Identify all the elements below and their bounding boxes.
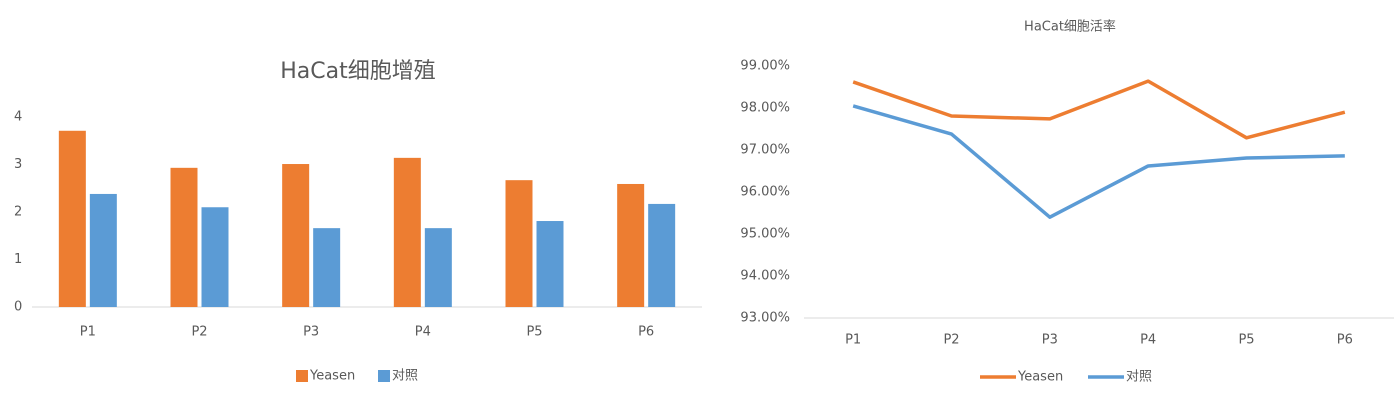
bar	[89, 193, 117, 307]
y-tick-label: 3	[14, 157, 22, 172]
y-tick-label: 99.00%	[740, 59, 790, 74]
y-tick-label: 1	[14, 252, 22, 267]
x-tick-label: P3	[303, 325, 319, 340]
bar	[393, 157, 421, 307]
legend-swatch	[378, 370, 390, 382]
y-tick-label: 95.00%	[740, 227, 790, 242]
x-tick-label: P3	[1042, 333, 1058, 348]
bar	[505, 180, 533, 307]
bar	[648, 203, 676, 307]
legend-label: 对照	[392, 369, 418, 384]
x-tick-label: P5	[1238, 333, 1254, 348]
x-tick-label: P1	[80, 325, 96, 340]
bar	[282, 164, 310, 307]
line	[852, 104, 1345, 219]
x-tick-label: P2	[191, 325, 207, 340]
x-tick-label: P4	[415, 325, 431, 340]
y-tick-label: 93.00%	[740, 311, 790, 326]
bar	[617, 183, 645, 307]
bar	[58, 130, 86, 307]
x-tick-label: P1	[845, 333, 861, 348]
line	[852, 79, 1346, 140]
bar	[201, 207, 229, 307]
legend-label: 对照	[1126, 370, 1152, 385]
legend-label: Yeasen	[309, 369, 355, 384]
bar	[536, 221, 564, 307]
legend-label: Yeasen	[1017, 370, 1063, 385]
x-tick-label: P4	[1140, 333, 1156, 348]
y-tick-label: 97.00%	[740, 143, 790, 158]
x-tick-label: P6	[1337, 333, 1353, 348]
bar	[170, 167, 198, 307]
y-tick-label: 96.00%	[740, 185, 790, 200]
legend-swatch	[296, 370, 308, 382]
x-tick-label: P2	[943, 333, 959, 348]
bar	[313, 228, 341, 307]
chart-title: HaCat细胞增殖	[280, 59, 436, 84]
y-tick-label: 98.00%	[740, 101, 790, 116]
y-tick-label: 0	[14, 300, 22, 315]
x-tick-label: P6	[638, 325, 654, 340]
y-tick-label: 94.00%	[740, 269, 790, 284]
x-tick-label: P5	[526, 325, 542, 340]
bar	[424, 228, 452, 307]
y-tick-label: 4	[14, 110, 22, 125]
chart-title: HaCat细胞活率	[1024, 19, 1116, 35]
y-tick-label: 2	[14, 205, 22, 220]
